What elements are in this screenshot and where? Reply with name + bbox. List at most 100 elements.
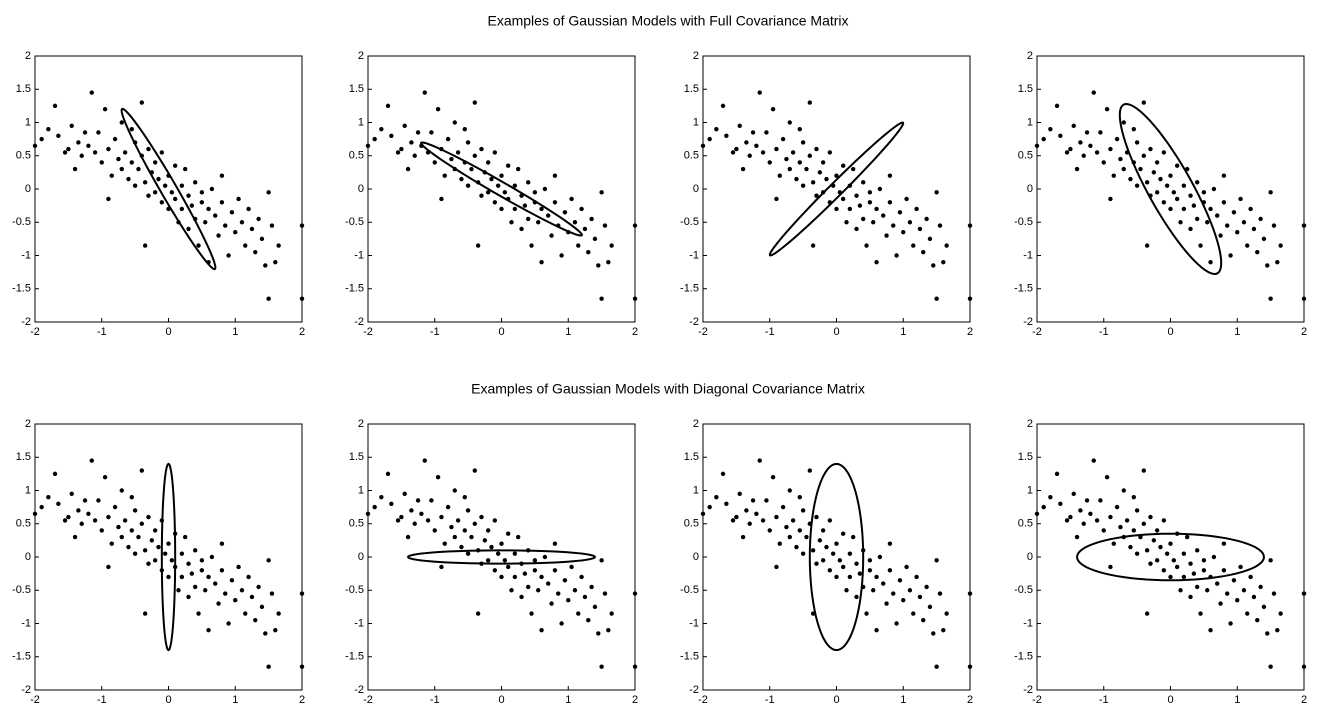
data-point bbox=[199, 200, 205, 205]
data-point bbox=[142, 180, 148, 185]
data-point bbox=[787, 166, 792, 172]
data-point bbox=[814, 146, 819, 152]
data-point bbox=[1268, 296, 1273, 301]
data-point bbox=[532, 190, 538, 195]
data-point bbox=[1268, 664, 1273, 669]
y-tick-label: 1 bbox=[693, 116, 699, 128]
data-point bbox=[62, 518, 68, 523]
data-point bbox=[724, 133, 729, 138]
data-point bbox=[1164, 551, 1170, 556]
data-point bbox=[794, 176, 799, 182]
data-point bbox=[1078, 508, 1083, 513]
data-point bbox=[927, 236, 933, 242]
data-point bbox=[887, 568, 893, 573]
data-point bbox=[402, 123, 407, 129]
data-point bbox=[1034, 511, 1040, 516]
data-point bbox=[941, 259, 946, 265]
data-point bbox=[273, 259, 278, 265]
x-tick-label: 2 bbox=[967, 694, 973, 706]
data-point bbox=[804, 534, 809, 540]
data-point bbox=[1134, 508, 1140, 513]
data-point bbox=[1134, 183, 1140, 188]
data-point bbox=[469, 534, 474, 540]
data-point bbox=[122, 150, 128, 155]
data-point bbox=[492, 518, 498, 523]
data-point bbox=[1064, 150, 1070, 155]
data-point bbox=[1084, 130, 1090, 135]
data-point bbox=[1221, 173, 1227, 178]
data-point bbox=[1271, 591, 1277, 596]
data-point bbox=[72, 166, 78, 172]
data-point bbox=[589, 216, 594, 222]
data-point bbox=[299, 591, 305, 596]
x-tick-label: 2 bbox=[299, 694, 305, 706]
data-point bbox=[1188, 594, 1193, 600]
data-point bbox=[834, 574, 839, 580]
data-point bbox=[109, 173, 114, 178]
data-point bbox=[834, 173, 839, 178]
x-tick-label: 0 bbox=[833, 326, 839, 338]
data-point bbox=[209, 554, 215, 560]
data-point bbox=[92, 518, 98, 523]
data-point bbox=[226, 621, 231, 626]
data-point bbox=[459, 176, 464, 182]
data-point bbox=[897, 578, 903, 583]
data-point bbox=[840, 564, 846, 570]
data-point bbox=[203, 220, 208, 225]
data-point bbox=[89, 90, 94, 95]
y-tick-label: -1 bbox=[21, 249, 31, 261]
y-tick-label: 1.5 bbox=[684, 83, 699, 95]
data-point bbox=[1154, 528, 1160, 533]
data-point bbox=[1275, 627, 1280, 633]
data-point bbox=[299, 223, 305, 228]
data-point bbox=[944, 243, 949, 248]
data-point bbox=[592, 236, 598, 242]
data-point bbox=[259, 236, 265, 242]
data-point bbox=[864, 243, 869, 248]
data-point bbox=[1211, 554, 1217, 560]
data-point bbox=[1171, 190, 1177, 195]
data-point bbox=[747, 521, 752, 526]
data-point bbox=[1131, 528, 1136, 533]
data-point bbox=[1231, 210, 1237, 215]
data-point bbox=[1104, 475, 1110, 480]
row-title: Examples of Gaussian Models with Full Co… bbox=[487, 13, 848, 29]
data-point bbox=[854, 594, 859, 600]
data-point bbox=[1101, 528, 1106, 533]
data-point bbox=[774, 564, 779, 570]
data-point bbox=[213, 213, 218, 218]
data-point bbox=[213, 581, 218, 586]
data-point bbox=[840, 196, 846, 202]
data-point bbox=[1144, 548, 1150, 553]
data-point bbox=[1221, 200, 1227, 205]
data-point bbox=[146, 514, 151, 520]
data-point bbox=[784, 156, 789, 162]
data-point bbox=[867, 558, 873, 563]
data-point bbox=[299, 296, 305, 301]
x-tick-label: 1 bbox=[565, 326, 571, 338]
x-tick-label: 2 bbox=[632, 694, 638, 706]
y-tick-label: 2 bbox=[1027, 50, 1033, 62]
data-point bbox=[967, 296, 973, 301]
x-tick-label: -1 bbox=[430, 694, 440, 706]
data-point bbox=[1138, 166, 1143, 172]
data-point bbox=[582, 594, 588, 600]
data-point bbox=[1108, 514, 1113, 520]
data-point bbox=[206, 627, 211, 633]
data-point bbox=[707, 136, 712, 142]
data-point bbox=[1124, 518, 1130, 523]
data-point bbox=[864, 611, 869, 616]
data-point bbox=[196, 243, 201, 248]
data-point bbox=[479, 514, 484, 520]
data-point bbox=[1068, 146, 1073, 152]
data-point bbox=[1258, 584, 1263, 590]
data-point bbox=[415, 498, 421, 503]
data-point bbox=[1088, 511, 1093, 516]
y-tick-label: -1 bbox=[689, 617, 699, 629]
data-point bbox=[797, 160, 802, 165]
data-point bbox=[509, 588, 514, 593]
data-point bbox=[189, 203, 195, 208]
data-point bbox=[887, 173, 893, 178]
data-point bbox=[814, 561, 819, 566]
